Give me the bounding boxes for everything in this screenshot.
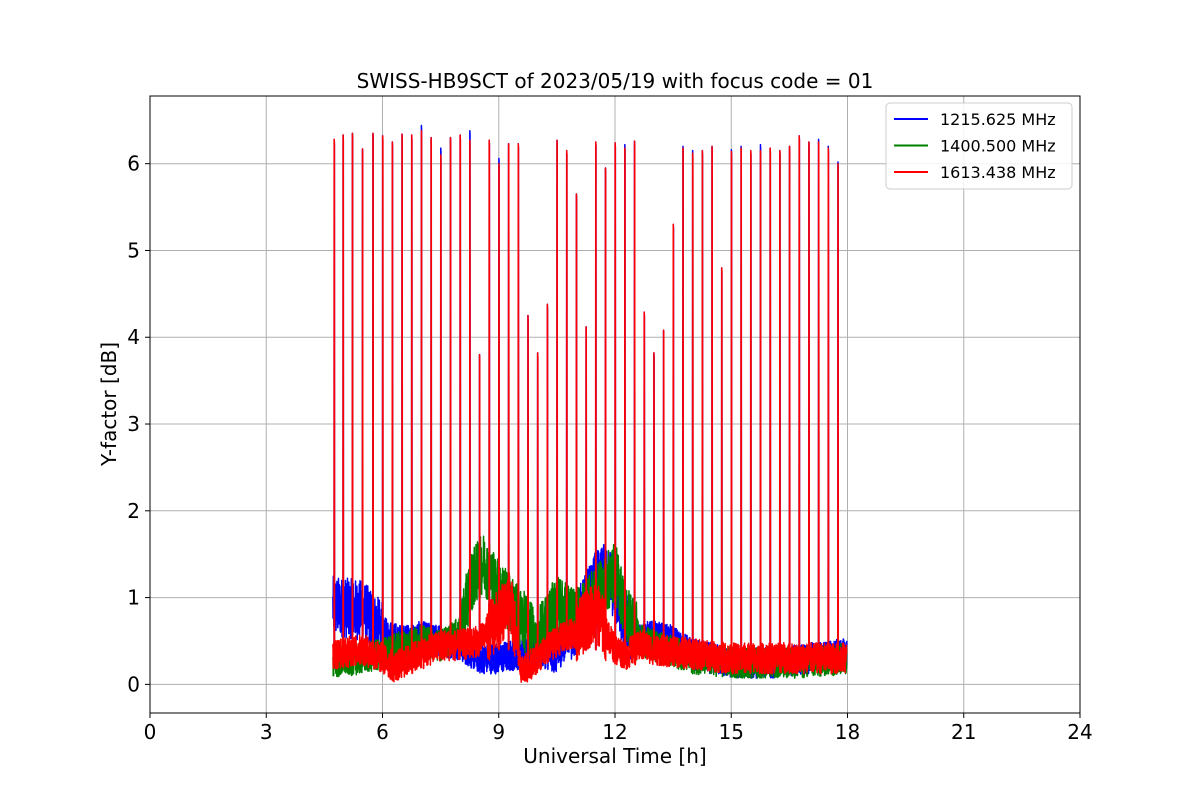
- y-tick-label: 5: [127, 238, 140, 262]
- x-tick-label: 0: [144, 720, 157, 744]
- legend-label: 1613.438 MHz: [940, 163, 1056, 182]
- y-tick-label: 2: [127, 499, 140, 523]
- legend-label: 1215.625 MHz: [940, 110, 1056, 129]
- x-ticks: 0 3 6 9 12 15 18 21 24: [144, 713, 1093, 744]
- legend-label: 1400.500 MHz: [940, 137, 1056, 156]
- y-tick-label: 6: [127, 152, 140, 176]
- chart-title: SWISS-HB9SCT of 2023/05/19 with focus co…: [357, 69, 874, 93]
- x-tick-label: 18: [835, 720, 860, 744]
- x-tick-label: 24: [1067, 720, 1092, 744]
- series-line: [332, 129, 848, 683]
- legend: 1215.625 MHz 1400.500 MHz 1613.438 MHz: [885, 102, 1073, 190]
- x-tick-label: 15: [719, 720, 744, 744]
- y-ticks: 0 1 2 3 4 5 6: [127, 152, 150, 696]
- y-tick-label: 0: [127, 672, 140, 696]
- legend-box: [885, 102, 1073, 190]
- x-tick-label: 9: [492, 720, 505, 744]
- y-tick-label: 3: [127, 412, 140, 436]
- x-tick-label: 21: [951, 720, 976, 744]
- y-tick-label: 4: [127, 325, 140, 349]
- x-axis-label: Universal Time [h]: [523, 744, 706, 768]
- y-tick-label: 1: [127, 586, 140, 610]
- x-tick-label: 6: [376, 720, 389, 744]
- x-tick-label: 12: [602, 720, 627, 744]
- x-tick-label: 3: [260, 720, 273, 744]
- series-layer: [332, 124, 848, 683]
- y-axis-label: Y-factor [dB]: [97, 342, 121, 467]
